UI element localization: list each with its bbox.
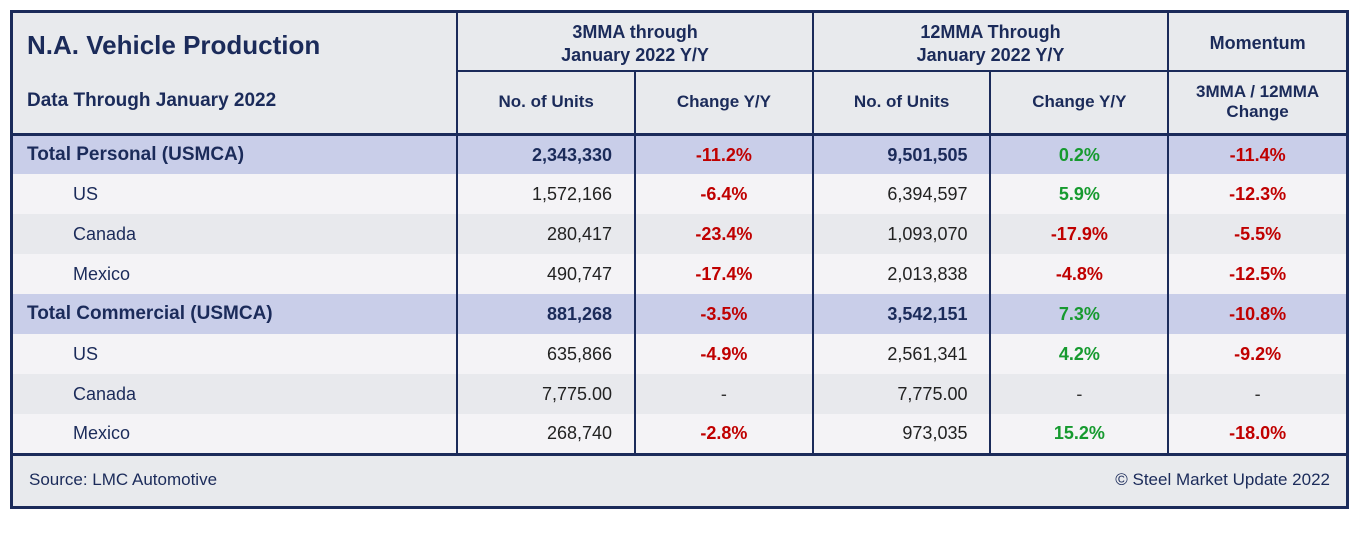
footer-source: Source: LMC Automotive — [29, 470, 217, 490]
table-subtitle: Data Through January 2022 — [13, 71, 457, 134]
cell-momentum: -18.0% — [1168, 414, 1346, 454]
col-units-12mma: No. of Units — [813, 71, 991, 134]
table-title: N.A. Vehicle Production — [13, 13, 457, 71]
hg-12mma-l1: 12MMA Through — [920, 22, 1060, 42]
row-label: US — [13, 174, 457, 214]
cell-momentum: -11.4% — [1168, 134, 1346, 174]
header-group-12mma: 12MMA Through January 2022 Y/Y — [813, 13, 1168, 71]
cell-units-12mma: 973,035 — [813, 414, 991, 454]
table-row: Canada7,775.00-7,775.00-- — [13, 374, 1346, 414]
cell-change-3mma: - — [635, 374, 813, 414]
cell-change-12mma: - — [990, 374, 1168, 414]
cell-change-3mma: -4.9% — [635, 334, 813, 374]
row-label: Mexico — [13, 254, 457, 294]
table-row: Canada280,417-23.4%1,093,070-17.9%-5.5% — [13, 214, 1346, 254]
cell-units-3mma: 881,268 — [457, 294, 635, 334]
cell-change-12mma: -4.8% — [990, 254, 1168, 294]
cell-units-3mma: 2,343,330 — [457, 134, 635, 174]
table-row: Total Personal (USMCA)2,343,330-11.2%9,5… — [13, 134, 1346, 174]
mom-l1: 3MMA / 12MMA — [1196, 82, 1319, 101]
cell-change-12mma: 0.2% — [990, 134, 1168, 174]
cell-change-3mma: -23.4% — [635, 214, 813, 254]
cell-momentum: -12.3% — [1168, 174, 1346, 214]
vehicle-production-table: N.A. Vehicle Production 3MMA through Jan… — [10, 10, 1349, 509]
cell-units-12mma: 2,561,341 — [813, 334, 991, 374]
hg-12mma-l2: January 2022 Y/Y — [917, 45, 1065, 65]
cell-momentum: -10.8% — [1168, 294, 1346, 334]
cell-units-12mma: 9,501,505 — [813, 134, 991, 174]
cell-change-3mma: -6.4% — [635, 174, 813, 214]
table-row: US1,572,166-6.4%6,394,5975.9%-12.3% — [13, 174, 1346, 214]
header-group-3mma: 3MMA through January 2022 Y/Y — [457, 13, 812, 71]
cell-change-3mma: -2.8% — [635, 414, 813, 454]
col-units-3mma: No. of Units — [457, 71, 635, 134]
table-row: US635,866-4.9%2,561,3414.2%-9.2% — [13, 334, 1346, 374]
cell-units-12mma: 6,394,597 — [813, 174, 991, 214]
cell-units-12mma: 2,013,838 — [813, 254, 991, 294]
cell-units-12mma: 7,775.00 — [813, 374, 991, 414]
row-label: Total Commercial (USMCA) — [13, 294, 457, 334]
row-label: Mexico — [13, 414, 457, 454]
cell-units-12mma: 3,542,151 — [813, 294, 991, 334]
cell-momentum: -9.2% — [1168, 334, 1346, 374]
cell-change-12mma: 7.3% — [990, 294, 1168, 334]
cell-units-3mma: 635,866 — [457, 334, 635, 374]
cell-units-3mma: 490,747 — [457, 254, 635, 294]
hg-3mma-l1: 3MMA through — [572, 22, 697, 42]
row-label: Canada — [13, 374, 457, 414]
cell-change-3mma: -3.5% — [635, 294, 813, 334]
data-table: N.A. Vehicle Production 3MMA through Jan… — [13, 13, 1346, 456]
col-change-12mma: Change Y/Y — [990, 71, 1168, 134]
footer-copyright: © Steel Market Update 2022 — [1115, 470, 1330, 490]
cell-momentum: - — [1168, 374, 1346, 414]
cell-change-3mma: -11.2% — [635, 134, 813, 174]
row-label: Total Personal (USMCA) — [13, 134, 457, 174]
table-row: Total Commercial (USMCA)881,268-3.5%3,54… — [13, 294, 1346, 334]
table-row: Mexico490,747-17.4%2,013,838-4.8%-12.5% — [13, 254, 1346, 294]
cell-change-12mma: 4.2% — [990, 334, 1168, 374]
table-footer: Source: LMC Automotive © Steel Market Up… — [13, 456, 1346, 506]
cell-units-3mma: 7,775.00 — [457, 374, 635, 414]
cell-units-3mma: 280,417 — [457, 214, 635, 254]
cell-momentum: -12.5% — [1168, 254, 1346, 294]
hg-3mma-l2: January 2022 Y/Y — [561, 45, 709, 65]
cell-units-12mma: 1,093,070 — [813, 214, 991, 254]
cell-change-12mma: -17.9% — [990, 214, 1168, 254]
cell-change-3mma: -17.4% — [635, 254, 813, 294]
col-momentum: 3MMA / 12MMA Change — [1168, 71, 1346, 134]
cell-change-12mma: 5.9% — [990, 174, 1168, 214]
table-row: Mexico268,740-2.8%973,03515.2%-18.0% — [13, 414, 1346, 454]
col-change-3mma: Change Y/Y — [635, 71, 813, 134]
cell-change-12mma: 15.2% — [990, 414, 1168, 454]
mom-l2: Change — [1226, 102, 1288, 121]
cell-units-3mma: 268,740 — [457, 414, 635, 454]
row-label: Canada — [13, 214, 457, 254]
header-group-momentum: Momentum — [1168, 13, 1346, 71]
row-label: US — [13, 334, 457, 374]
cell-units-3mma: 1,572,166 — [457, 174, 635, 214]
cell-momentum: -5.5% — [1168, 214, 1346, 254]
